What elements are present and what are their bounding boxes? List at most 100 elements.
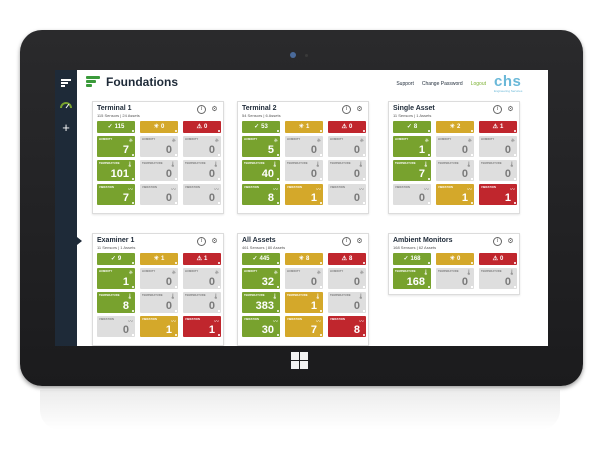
gauge-icon[interactable] xyxy=(55,94,77,116)
status-tile[interactable]: ✓ 115 xyxy=(97,121,135,133)
metric-tile[interactable]: Humidity ❈ 1 xyxy=(393,136,431,157)
info-icon[interactable]: i xyxy=(493,237,502,246)
status-tile[interactable]: ✓ 53 xyxy=(242,121,280,133)
metric-tile[interactable]: Temperature 🌡 0 xyxy=(328,160,366,181)
metric-tile[interactable]: Humidity ❈ 0 xyxy=(140,268,178,289)
asset-card[interactable]: Terminal 1 115 Sensors | 24 Assets i ⚙ ✓ 115 ☀… xyxy=(92,101,224,214)
status-tile[interactable]: ☀ 1 xyxy=(285,121,323,133)
metric-tile[interactable]: Humidity ❈ 0 xyxy=(183,268,221,289)
status-tile[interactable]: ⚠ 0 xyxy=(328,121,366,133)
metric-tile[interactable]: Temperature 🌡 8 xyxy=(97,292,135,313)
sensor-icon xyxy=(305,54,308,57)
metric-tile[interactable]: Humidity ❈ 0 xyxy=(183,136,221,157)
metric-tile[interactable]: Temperature 🌡 168 xyxy=(393,268,431,289)
metric-tile[interactable]: Temperature 🌡 7 xyxy=(393,160,431,181)
metric-tile[interactable]: Temperature 🌡 101 xyxy=(97,160,135,181)
status-tile[interactable]: ✓ 9 xyxy=(97,253,135,265)
status-tile[interactable]: ⚠ 1 xyxy=(479,121,517,133)
status-tile[interactable]: ✓ 168 xyxy=(393,253,431,265)
status-tile[interactable]: ⚠ 1 xyxy=(183,253,221,265)
status-tile[interactable]: ⚠ 0 xyxy=(183,121,221,133)
metric-tile[interactable]: Temperature 🌡 0 xyxy=(436,268,474,289)
status-tile[interactable]: ☀ 8 xyxy=(285,253,323,265)
support-link[interactable]: Support xyxy=(396,81,414,87)
metric-tile[interactable]: Temperature 🌡 0 xyxy=(479,160,517,181)
hierarchy-icon[interactable]: ⚙ xyxy=(356,105,363,113)
info-icon[interactable]: i xyxy=(197,237,206,246)
metric-tile[interactable]: Temperature 🌡 0 xyxy=(285,160,323,181)
status-tile[interactable]: ✓ 8 xyxy=(393,121,431,133)
asset-card[interactable]: Single Asset 11 Sensors | 1 Assets i ⚙ ✓ 8 ☀ 2 ⚠… xyxy=(388,101,520,214)
asset-card[interactable]: Terminal 2 54 Sensors | 6 Assets i ⚙ ✓ 53 ☀ 1 ⚠ 0… xyxy=(237,101,369,214)
status-icon: ✓ xyxy=(406,124,412,130)
metric-tile[interactable]: Temperature 🌡 0 xyxy=(183,292,221,313)
info-icon[interactable]: i xyxy=(342,105,351,114)
metric-tile[interactable]: Humidity ❈ 0 xyxy=(436,136,474,157)
metric-tile[interactable]: Vibration 〰 0 xyxy=(328,184,366,205)
metric-label: Vibration xyxy=(99,186,114,189)
status-tile[interactable]: ☀ 2 xyxy=(436,121,474,133)
metric-tile[interactable]: Temperature 🌡 383 xyxy=(242,292,280,313)
info-icon[interactable]: i xyxy=(493,105,502,114)
metric-tile[interactable]: Vibration 〰 1 xyxy=(479,184,517,205)
status-tile[interactable]: ☀ 0 xyxy=(140,121,178,133)
asset-card[interactable]: All Assets 461 Sensors | 80 Assets i ⚙ ✓ 445 ☀… xyxy=(237,233,369,346)
metric-tile[interactable]: Humidity ❈ 7 xyxy=(97,136,135,157)
asset-card[interactable]: Examiner 1 11 Sensors | 1 Assets i ⚙ ✓ 9 ☀ 1 ⚠ 1 H… xyxy=(92,233,224,346)
windows-logo-icon[interactable] xyxy=(291,352,309,370)
vibration-icon: 〰 xyxy=(213,319,219,325)
hierarchy-icon[interactable]: ⚙ xyxy=(356,237,363,245)
status-icon: ✓ xyxy=(254,124,260,130)
logout-link[interactable]: Logout xyxy=(470,81,486,87)
info-icon[interactable]: i xyxy=(197,105,206,114)
status-tile[interactable]: ✓ 445 xyxy=(242,253,280,265)
hierarchy-icon[interactable]: ⚙ xyxy=(211,105,218,113)
metric-tile[interactable]: Temperature 🌡 0 xyxy=(140,160,178,181)
metric-tile[interactable]: Vibration 〰 7 xyxy=(97,184,135,205)
metric-tile[interactable]: Vibration 〰 0 xyxy=(97,316,135,337)
hierarchy-icon[interactable]: ⚙ xyxy=(507,237,514,245)
metric-tile[interactable]: Temperature 🌡 0 xyxy=(479,268,517,289)
metric-tile[interactable]: Vibration 〰 1 xyxy=(285,184,323,205)
metric-tile[interactable]: Vibration 〰 30 xyxy=(242,316,280,337)
metric-tile[interactable]: Temperature 🌡 0 xyxy=(328,292,366,313)
metric-value: 7 xyxy=(122,192,129,204)
metric-tile[interactable]: Humidity ❈ 32 xyxy=(242,268,280,289)
metric-tile[interactable]: Humidity ❈ 5 xyxy=(242,136,280,157)
metric-tile[interactable]: Humidity ❈ 0 xyxy=(328,136,366,157)
metric-tile[interactable]: Temperature 🌡 0 xyxy=(140,292,178,313)
metric-label: Temperature xyxy=(185,162,206,165)
metric-tile[interactable]: Temperature 🌡 40 xyxy=(242,160,280,181)
metric-tile[interactable]: Temperature 🌡 0 xyxy=(436,160,474,181)
metric-tile[interactable]: Humidity ❈ 0 xyxy=(479,136,517,157)
metric-tile[interactable]: Vibration 〰 0 xyxy=(140,184,178,205)
metric-tile[interactable]: Temperature 🌡 0 xyxy=(183,160,221,181)
metric-tile[interactable]: Vibration 〰 7 xyxy=(285,316,323,337)
plus-icon[interactable]: + xyxy=(62,119,70,135)
metric-tile[interactable]: Vibration 〰 1 xyxy=(436,184,474,205)
metric-tile[interactable]: Vibration 〰 1 xyxy=(140,316,178,337)
hierarchy-icon[interactable]: ⚙ xyxy=(507,105,514,113)
metric-tile[interactable]: Vibration 〰 1 xyxy=(183,316,221,337)
metric-tile[interactable]: Vibration 〰 0 xyxy=(183,184,221,205)
metric-tile[interactable]: Humidity ❈ 0 xyxy=(140,136,178,157)
metric-tile[interactable]: Vibration 〰 8 xyxy=(242,184,280,205)
brand[interactable]: Foundations xyxy=(86,75,178,89)
foundations-logo-icon[interactable] xyxy=(55,72,77,94)
hierarchy-icon[interactable]: ⚙ xyxy=(211,237,218,245)
metric-tile[interactable]: Humidity ❈ 0 xyxy=(285,136,323,157)
metric-tile[interactable]: Humidity ❈ 1 xyxy=(97,268,135,289)
metric-tile[interactable]: Temperature 🌡 1 xyxy=(285,292,323,313)
status-tile[interactable]: ☀ 1 xyxy=(140,253,178,265)
metric-tile[interactable]: Humidity ❈ 0 xyxy=(328,268,366,289)
asset-card[interactable]: Ambient Monitors 168 Sensors | 62 Assets i… xyxy=(388,233,520,295)
change-password-link[interactable]: Change Password xyxy=(421,81,463,87)
metric-tile[interactable]: Vibration 〰 0 xyxy=(393,184,431,205)
info-icon[interactable]: i xyxy=(342,237,351,246)
status-tile[interactable]: ⚠ 8 xyxy=(328,253,366,265)
metric-tile[interactable]: Vibration 〰 8 xyxy=(328,316,366,337)
metric-tile[interactable]: Humidity ❈ 0 xyxy=(285,268,323,289)
status-tile[interactable]: ⚠ 0 xyxy=(479,253,517,265)
status-tile[interactable]: ☀ 0 xyxy=(436,253,474,265)
status-icon: ⚠ xyxy=(492,256,499,262)
